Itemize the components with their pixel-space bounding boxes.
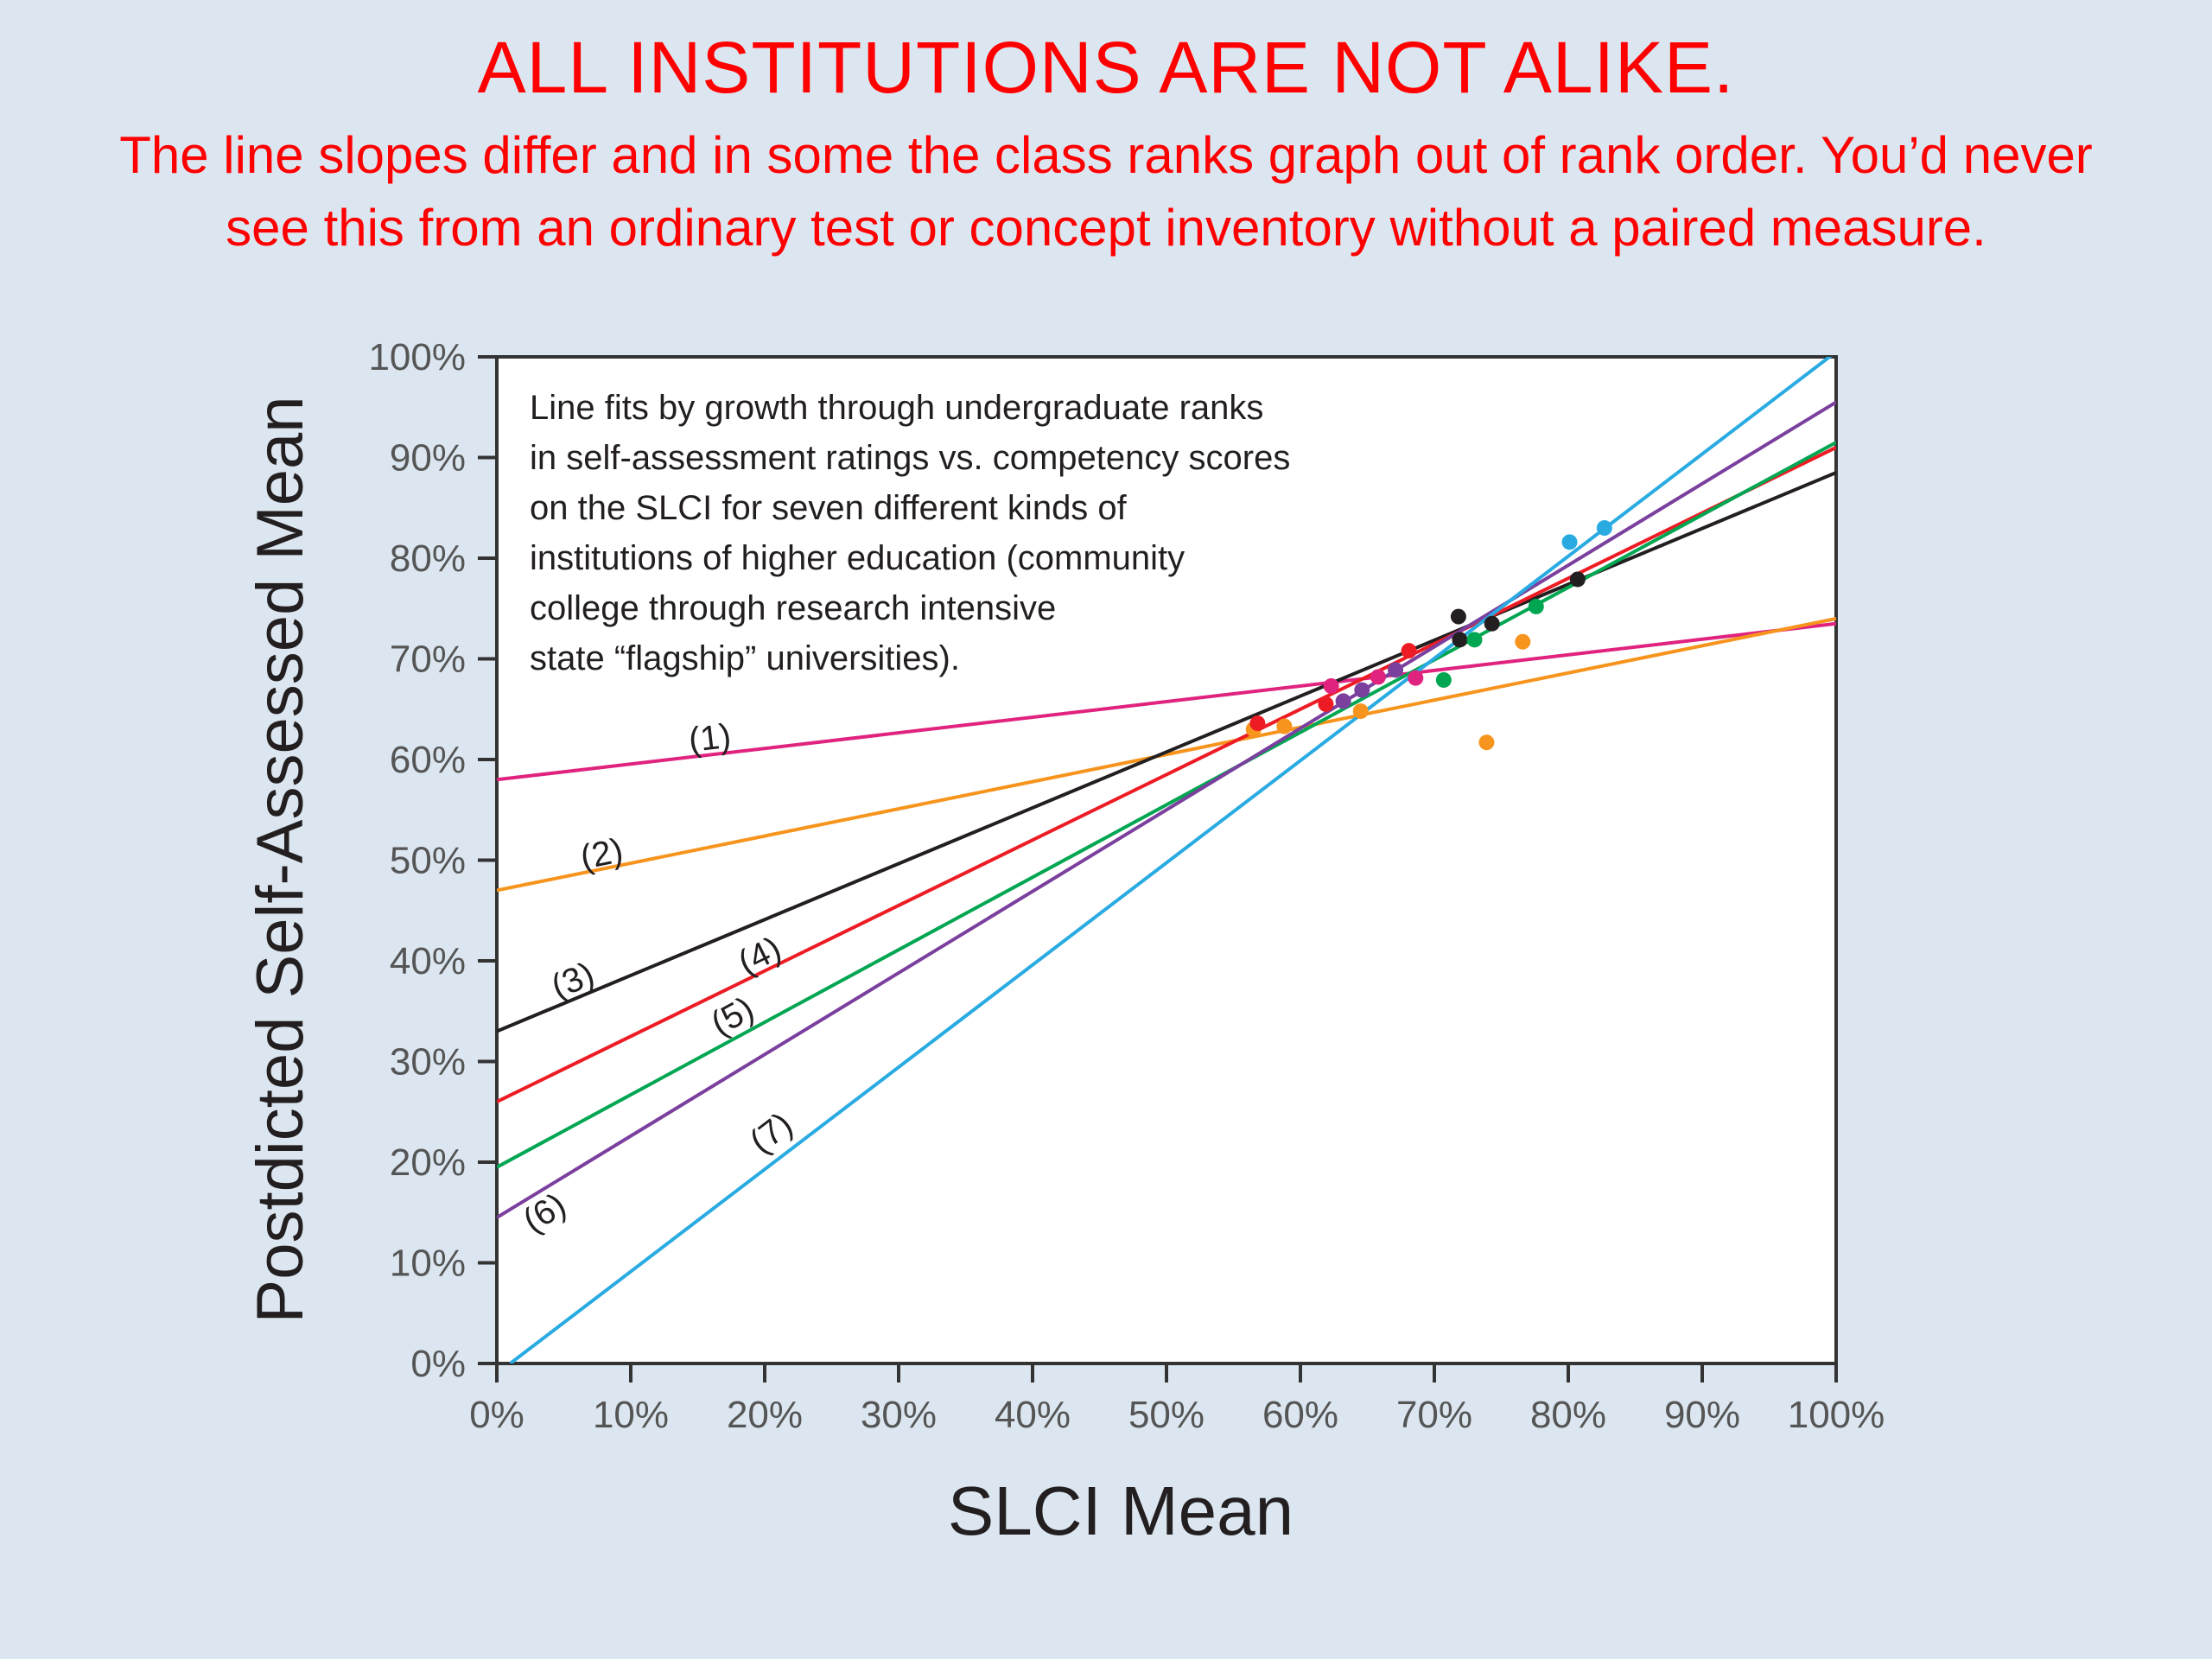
annotation-line: on the SLCI for seven different kinds of [530, 489, 1128, 527]
x-tick-label: 10% [593, 1394, 669, 1436]
y-tick-label: 20% [390, 1141, 466, 1184]
x-tick-label: 100% [1788, 1394, 1885, 1436]
annotation-line: in self-assessment ratings vs. competenc… [530, 439, 1290, 477]
y-tick-label: 50% [390, 840, 466, 882]
fit-line-1 [497, 621, 1836, 782]
data-point [1466, 632, 1483, 648]
data-point [1596, 520, 1612, 537]
data-point [1249, 715, 1266, 732]
fit-line-6 [497, 400, 1836, 1219]
data-point [1352, 703, 1369, 720]
plot-area [495, 355, 1838, 1365]
data-point [1452, 632, 1468, 648]
y-tick-label: 40% [390, 940, 466, 982]
y-tick-label: 30% [390, 1041, 466, 1084]
x-tick-label: 70% [1396, 1394, 1472, 1436]
x-tick-label: 60% [1262, 1394, 1338, 1436]
slide-title: ALL INSTITUTIONS ARE NOT ALIKE. [477, 27, 1735, 108]
annotation-line: institutions of higher education (commun… [530, 539, 1185, 577]
y-tick-label: 70% [390, 639, 466, 681]
data-point [1435, 671, 1452, 688]
x-tick-label: 40% [995, 1394, 1071, 1436]
slide-subtitle: The line slopes differ and in some the c… [0, 119, 2212, 264]
y-tick-label: 60% [390, 739, 466, 781]
fit-line-7 [509, 357, 1833, 1363]
y-tick-label: 90% [390, 437, 466, 480]
chart-annotation: Line fits by growth through undergraduat… [530, 389, 1290, 677]
line-label-1: (1) [687, 717, 734, 760]
data-point [1484, 615, 1500, 632]
data-point [1354, 682, 1370, 698]
x-tick-label: 30% [861, 1394, 937, 1436]
line-label-2: (2) [577, 831, 626, 877]
data-point [1276, 718, 1293, 734]
x-tick-label: 0% [469, 1394, 524, 1436]
fit-line-3 [497, 471, 1836, 1033]
annotation-line: state “flagship” universities). [530, 639, 960, 677]
data-point [1450, 608, 1466, 625]
data-point [1335, 693, 1351, 709]
data-point [1528, 598, 1544, 614]
data-point [1561, 534, 1578, 550]
x-tick-label: 80% [1530, 1394, 1606, 1436]
fit-line-4 [497, 446, 1836, 1103]
x-axis-label: SLCI Mean [948, 1472, 1294, 1549]
data-point [1318, 696, 1334, 712]
data-point [1569, 571, 1586, 588]
fit-line-5 [497, 441, 1836, 1169]
y-tick-label: 100% [368, 336, 466, 378]
fit-line-2 [497, 616, 1836, 893]
y-axis-label: Postdicted Self-Assessed Mean [244, 397, 317, 1324]
data-point [1478, 734, 1495, 751]
x-tick-label: 20% [727, 1394, 803, 1436]
x-tick-label: 90% [1664, 1394, 1740, 1436]
data-point [1323, 677, 1339, 694]
y-tick-label: 0% [410, 1343, 466, 1385]
data-point [1401, 643, 1417, 659]
annotation-line: Line fits by growth through undergraduat… [530, 389, 1263, 427]
data-point [1370, 669, 1386, 685]
subtitle-line-2: see this from an ordinary test or concep… [226, 199, 1986, 257]
subtitle-line-1: The line slopes differ and in some the c… [119, 126, 2093, 184]
annotation-line: college through research intensive [530, 589, 1056, 627]
data-point [1388, 662, 1404, 678]
y-tick-label: 10% [390, 1243, 466, 1285]
y-tick-label: 80% [390, 537, 466, 580]
x-tick-label: 50% [1128, 1394, 1205, 1436]
data-point [1408, 670, 1424, 686]
data-point [1515, 633, 1531, 650]
